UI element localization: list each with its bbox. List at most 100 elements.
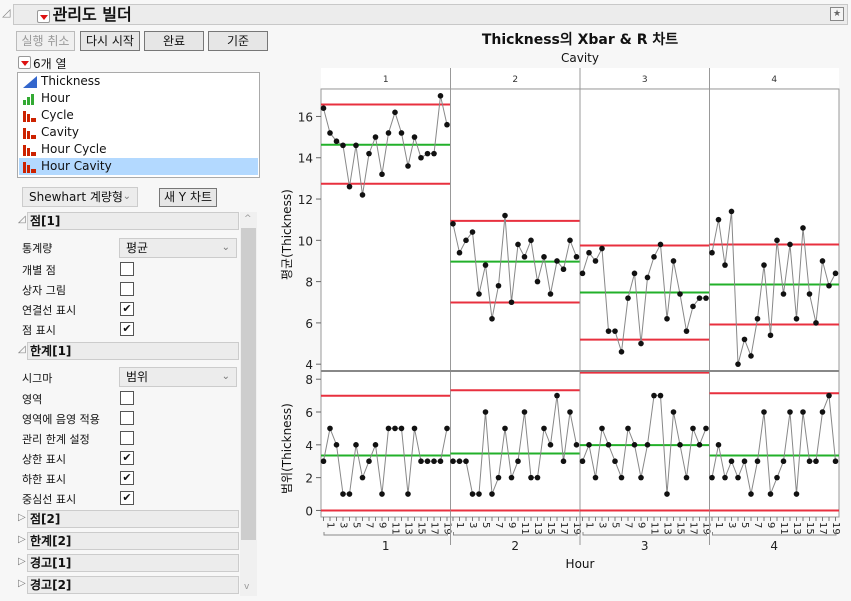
option-checkbox[interactable] — [120, 431, 134, 445]
column-item[interactable]: Thickness — [19, 73, 258, 90]
data-point — [333, 138, 340, 145]
data-point — [489, 315, 495, 322]
y-tick-label: 10 — [298, 234, 313, 248]
option-checkbox[interactable] — [120, 262, 134, 276]
data-point — [631, 442, 638, 448]
data-point — [677, 442, 683, 448]
section-header[interactable]: 점[2] — [27, 510, 239, 528]
data-point — [379, 171, 385, 178]
scrollbar-thumb[interactable] — [241, 228, 256, 540]
section-header[interactable]: 경고[2] — [27, 576, 239, 594]
section-header[interactable]: 한계[2] — [27, 532, 239, 550]
option-checkbox[interactable]: ✔ — [120, 451, 134, 465]
data-point — [372, 442, 379, 448]
data-point — [703, 425, 709, 432]
undo-button[interactable]: 실행 취소 — [16, 31, 75, 51]
data-point — [709, 474, 715, 481]
data-point — [567, 409, 573, 415]
data-point — [463, 237, 469, 244]
done-button[interactable]: 완료 — [144, 31, 204, 51]
disclosure-closed-icon[interactable]: ▷ — [18, 556, 26, 567]
x-tick-label: 19 — [442, 522, 453, 535]
option-checkbox[interactable] — [120, 282, 134, 296]
option-checkbox[interactable]: ✔ — [120, 491, 134, 505]
data-point — [560, 266, 567, 273]
phase-label-4: 4 — [771, 75, 777, 85]
baseline-button[interactable]: 기준 — [208, 31, 268, 51]
data-point — [715, 216, 722, 223]
x-tick-label: 15 — [416, 522, 427, 535]
section-header[interactable]: 점[1] — [27, 212, 239, 230]
y-tick-label: 8 — [305, 276, 313, 290]
section-header[interactable]: 경고[1] — [27, 554, 239, 572]
column-item[interactable]: Hour Cavity — [19, 158, 258, 175]
data-point — [482, 409, 489, 415]
option-checkbox[interactable] — [120, 391, 134, 405]
statistic-value: 평균 — [126, 241, 149, 255]
statistic-dropdown[interactable]: 평균 ⌄ — [119, 238, 237, 258]
x-tick-label: 17 — [688, 522, 699, 535]
data-point — [599, 245, 605, 252]
data-point — [618, 349, 625, 355]
chevron-down-icon: ⌄ — [221, 242, 230, 253]
x-tick-label: 9 — [636, 522, 647, 528]
data-point — [346, 491, 353, 497]
data-point — [612, 458, 618, 465]
column-item[interactable]: Cycle — [19, 107, 258, 124]
data-point — [793, 315, 800, 322]
option-checkbox[interactable] — [120, 411, 134, 425]
data-point — [359, 474, 366, 481]
new-y-chart-button[interactable]: 새 Y 차트 — [159, 188, 217, 207]
scroll-down-icon[interactable]: v — [244, 582, 250, 592]
column-item[interactable]: Hour — [19, 90, 258, 107]
collapse-icon[interactable]: ◿ — [2, 6, 11, 19]
columns-menu-icon[interactable] — [18, 56, 31, 69]
section-header[interactable]: 한계[1] — [27, 342, 239, 360]
x-tick-label: 15 — [675, 522, 686, 535]
disclosure-closed-icon[interactable]: ▷ — [18, 534, 26, 545]
option-checkbox[interactable]: ✔ — [120, 302, 134, 316]
data-point — [398, 425, 405, 432]
data-point — [534, 474, 541, 481]
x-tick-label: 15 — [804, 522, 815, 535]
data-point — [618, 474, 625, 481]
data-point — [554, 392, 560, 399]
x-tick-label: 1 — [584, 522, 595, 528]
data-point — [670, 258, 677, 264]
option-checkbox[interactable]: ✔ — [120, 471, 134, 485]
data-point — [541, 254, 547, 260]
sigma-dropdown[interactable]: 범위 ⌄ — [119, 367, 237, 387]
data-point — [340, 142, 346, 149]
option-checkbox[interactable]: ✔ — [120, 322, 134, 336]
disclosure-open-icon[interactable]: ◿ — [18, 214, 26, 225]
disclosure-closed-icon[interactable]: ▷ — [18, 578, 26, 589]
data-point — [651, 254, 657, 260]
chart-title: Thickness의 Xbar & R 차트 — [481, 32, 679, 48]
column-item[interactable]: Hour Cycle — [19, 141, 258, 158]
data-point — [703, 295, 709, 301]
x-tick-label: 13 — [662, 522, 673, 535]
data-point — [625, 295, 631, 301]
star-icon[interactable]: ★ — [830, 7, 844, 21]
data-point — [437, 93, 444, 99]
phase-label-2: 2 — [512, 75, 518, 85]
disclosure-open-icon[interactable]: ◿ — [18, 344, 26, 355]
red-triangle-menu-icon[interactable] — [37, 10, 50, 23]
scroll-up-icon[interactable]: ^ — [244, 214, 252, 224]
data-point — [735, 361, 741, 367]
x-tick-label: 7 — [623, 522, 634, 528]
data-point — [832, 458, 839, 465]
chart-type-dropdown[interactable]: Shewhart 계량형 ⌄ — [22, 187, 138, 207]
data-point — [683, 328, 690, 334]
data-point — [405, 163, 411, 169]
data-point — [398, 130, 405, 136]
phase-bracket — [582, 532, 707, 536]
restart-button[interactable]: 다시 시작 — [80, 31, 140, 51]
column-item[interactable]: Cavity — [19, 124, 258, 141]
x-tick-label: 13 — [532, 522, 543, 535]
disclosure-closed-icon[interactable]: ▷ — [18, 512, 26, 523]
data-point — [709, 249, 715, 256]
column-list[interactable]: Thickness Hour Cycle Cavity Hour Cycle Hour C… — [17, 72, 260, 178]
x-tick-label: 15 — [545, 522, 556, 535]
column-label: Hour Cycle — [41, 142, 107, 156]
